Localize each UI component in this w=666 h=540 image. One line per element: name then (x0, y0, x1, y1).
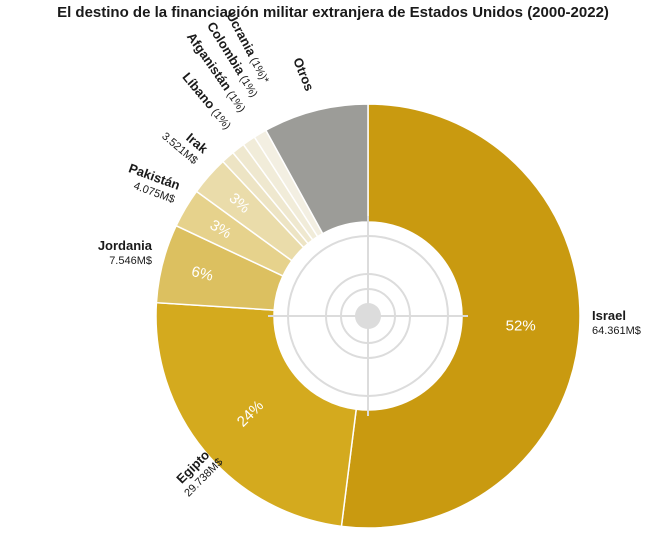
donut-slices (155, 103, 581, 529)
label-name-otros: Otros (290, 55, 317, 93)
label-value-jordania: 7.546M$ (109, 255, 152, 267)
percent-label-jordania: 6% (190, 263, 215, 285)
label-name-jordania: Jordania (98, 238, 153, 253)
label-israel: Israel 64.361M$ (592, 308, 641, 337)
label-otros: Otros (290, 55, 317, 93)
label-value-israel: 64.361M$ (592, 325, 641, 337)
percent-label-israel: 52% (506, 318, 536, 335)
chart-title: El destino de la financiación militar ex… (57, 4, 609, 21)
target-crosshair-icon (268, 216, 468, 416)
label-name-israel: Israel (592, 308, 626, 323)
label-jordania: Jordania 7.546M$ (98, 238, 153, 267)
